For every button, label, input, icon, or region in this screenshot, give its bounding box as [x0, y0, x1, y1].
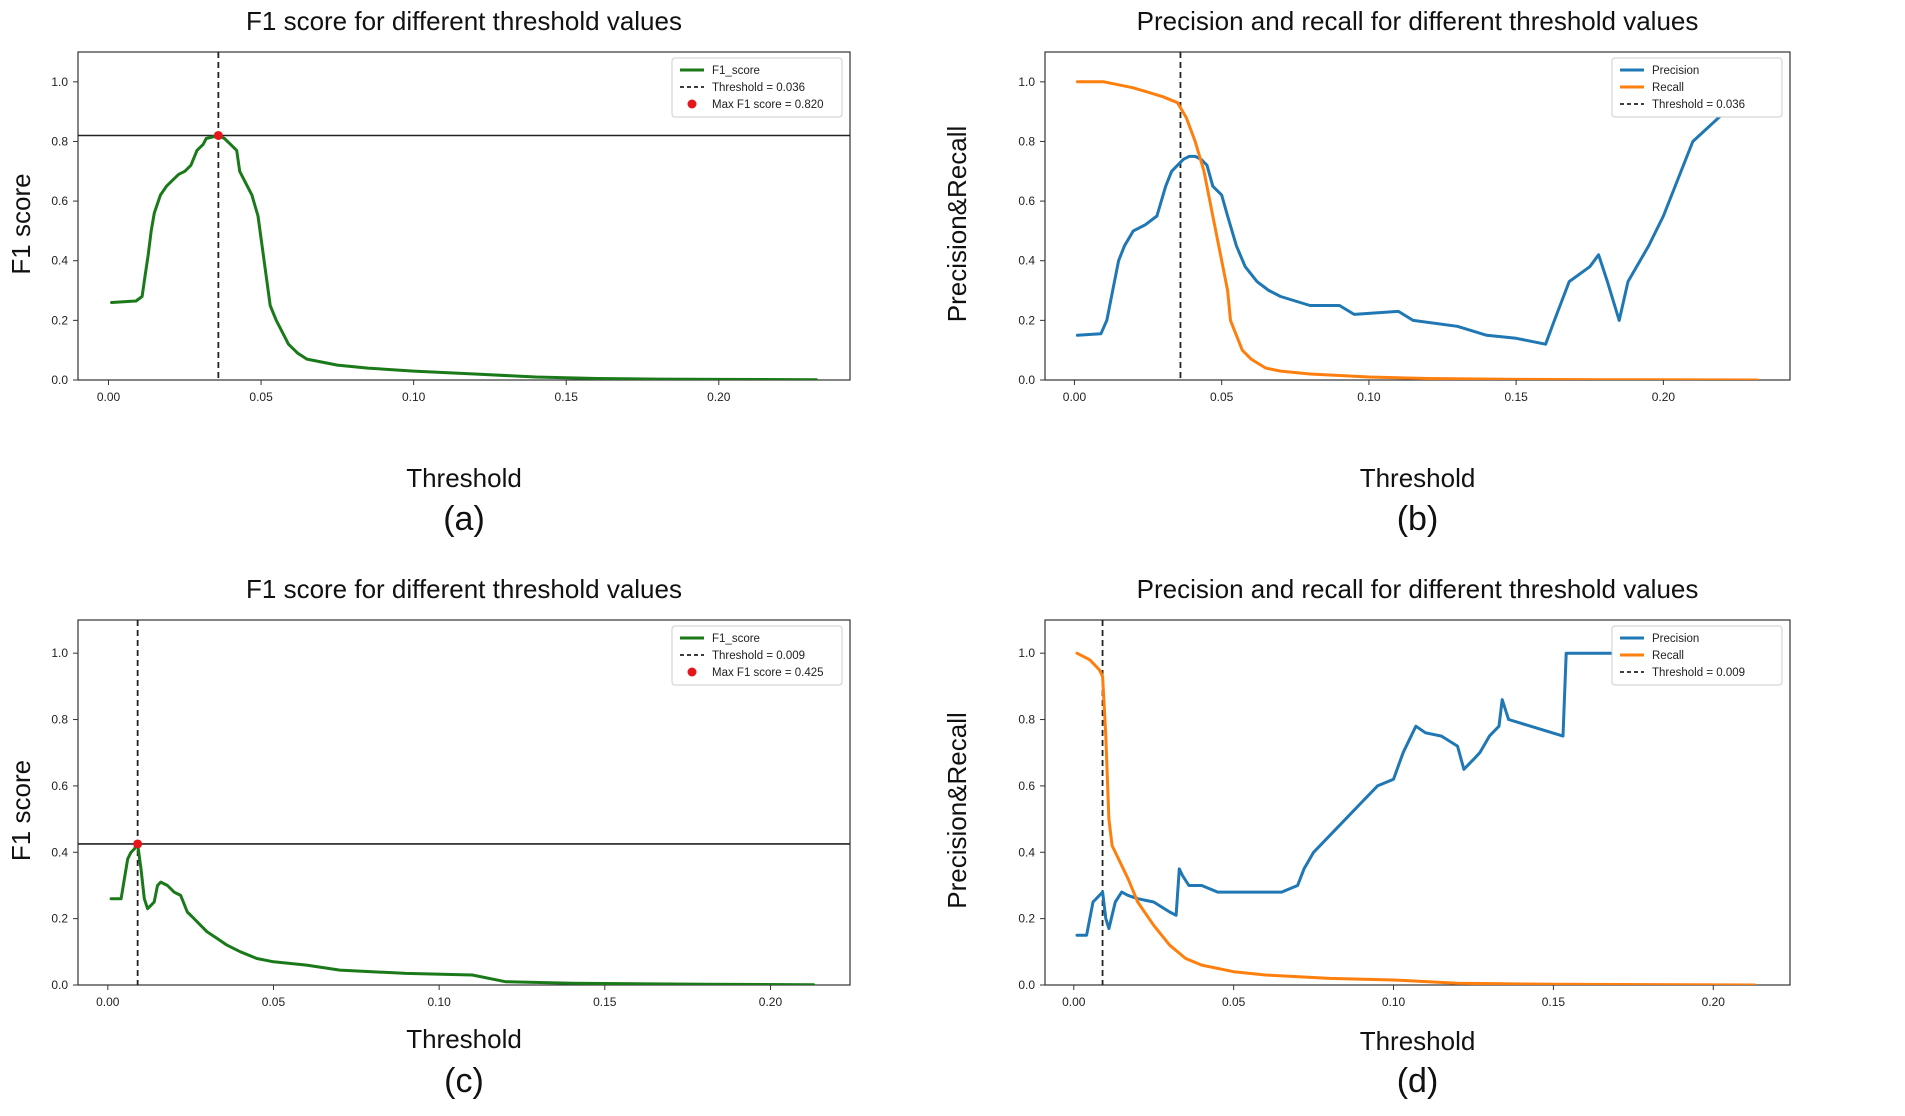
- y-tick-label: 0.0: [1018, 373, 1035, 387]
- y-tick-label: 0.4: [1018, 254, 1035, 268]
- chart-title: Precision and recall for different thres…: [1137, 574, 1699, 604]
- y-tick-label: 0.4: [51, 254, 68, 268]
- legend-entry: Precision: [1652, 633, 1699, 645]
- legend-marker-icon: [687, 667, 697, 677]
- series-line-recall: [1075, 80, 1760, 380]
- y-tick-label: 1.0: [51, 75, 68, 89]
- x-tick-label: 0.05: [1222, 995, 1246, 1009]
- y-tick-label: 0.0: [1018, 978, 1035, 992]
- y-tick-label: 0.2: [51, 313, 68, 327]
- series-line-recall: [1075, 651, 1757, 985]
- panel-c: F1 score for different threshold values 0…: [6, 574, 851, 1100]
- chart-title: F1 score for different threshold values: [246, 574, 682, 604]
- legend-box: [1611, 57, 1783, 118]
- y-tick-label: 0.0: [51, 373, 68, 387]
- y-tick-label: 0.4: [1018, 845, 1035, 859]
- panel-d: Precision and recall for different thres…: [942, 574, 1791, 1100]
- panel-a: F1 score for different threshold values 0…: [6, 6, 851, 538]
- x-tick-label: 0.05: [1210, 390, 1234, 404]
- y-tick-label: 0.8: [1018, 134, 1035, 148]
- x-axis-label: Threshold: [406, 1024, 522, 1054]
- y-axis-label: Precision&Recall: [942, 712, 972, 909]
- max-f1-marker: [133, 839, 143, 849]
- legend: F1_score Threshold = 0.009 Max F1 score = …: [671, 625, 843, 686]
- x-tick-label: 0.20: [1702, 995, 1726, 1009]
- y-tick-label: 0.2: [51, 912, 68, 926]
- x-tick-label: 0.00: [1062, 995, 1086, 1009]
- y-tick-label: 0.6: [1018, 779, 1035, 793]
- x-tick-label: 0.15: [1542, 995, 1566, 1009]
- y-axis-label: F1 score: [6, 173, 36, 274]
- y-tick-label: 0.2: [1018, 912, 1035, 926]
- x-tick-label: 0.15: [593, 995, 617, 1009]
- y-tick-label: 0.0: [51, 978, 68, 992]
- x-axis-label: Threshold: [406, 463, 522, 493]
- panel-label: (c): [444, 1062, 484, 1100]
- legend-entry: F1_score: [712, 65, 760, 77]
- legend-marker-icon: [687, 99, 697, 109]
- x-tick-label: 0.05: [262, 995, 286, 1009]
- legend-box: [1611, 625, 1783, 686]
- plot-area: [78, 52, 850, 380]
- y-tick-label: 0.8: [1018, 713, 1035, 727]
- x-tick-label: 0.00: [1063, 390, 1087, 404]
- x-tick-label: 0.15: [1504, 390, 1528, 404]
- x-tick-label: 0.10: [1382, 995, 1406, 1009]
- legend-entry: Precision: [1652, 65, 1699, 77]
- y-axis-label: F1 score: [6, 760, 36, 861]
- x-tick-label: 0.20: [1652, 390, 1676, 404]
- y-axis-label: Precision&Recall: [942, 126, 972, 323]
- x-tick-label: 0.10: [1357, 390, 1381, 404]
- y-tick-label: 1.0: [1018, 646, 1035, 660]
- y-tick-label: 0.8: [51, 713, 68, 727]
- legend: F1_score Threshold = 0.036 Max F1 score = …: [671, 57, 843, 118]
- y-tick-label: 0.6: [1018, 194, 1035, 208]
- x-tick-label: 0.10: [402, 390, 426, 404]
- y-tick-label: 0.8: [51, 134, 68, 148]
- panel-b: Precision and recall for different thres…: [942, 6, 1791, 538]
- legend-box: [671, 57, 843, 118]
- series-line-precision: [1075, 651, 1757, 937]
- legend-entry: F1_score: [712, 633, 760, 645]
- panel-label: (d): [1397, 1062, 1439, 1100]
- legend-box: [671, 625, 843, 686]
- x-axis-label: Threshold: [1360, 463, 1476, 493]
- plot-area: [1075, 52, 1760, 380]
- chart-title: Precision and recall for different thres…: [1137, 6, 1699, 36]
- legend-entry: Max F1 score = 0.425: [712, 667, 824, 679]
- chart-title: F1 score for different threshold values: [246, 6, 682, 36]
- legend: Precision Recall Threshold = 0.009: [1611, 625, 1783, 686]
- plot-area: [1075, 620, 1757, 985]
- x-tick-label: 0.20: [707, 390, 731, 404]
- x-axis-label: Threshold: [1360, 1026, 1476, 1056]
- legend-entry: Max F1 score = 0.820: [712, 99, 824, 111]
- legend: Precision Recall Threshold = 0.036: [1611, 57, 1783, 118]
- y-tick-label: 1.0: [1018, 75, 1035, 89]
- panel-label: (b): [1397, 500, 1439, 538]
- series-line-f1-score: [110, 134, 818, 380]
- x-tick-label: 0.05: [249, 390, 273, 404]
- x-tick-label: 0.00: [96, 995, 120, 1009]
- panel-label: (a): [443, 500, 485, 538]
- legend-entry: Threshold = 0.009: [1652, 667, 1745, 679]
- x-tick-label: 0.10: [427, 995, 451, 1009]
- y-tick-label: 0.6: [51, 779, 68, 793]
- y-tick-label: 1.0: [51, 646, 68, 660]
- x-tick-label: 0.20: [759, 995, 783, 1009]
- x-tick-label: 0.15: [555, 390, 579, 404]
- max-f1-marker: [213, 130, 223, 140]
- x-tick-label: 0.00: [97, 390, 121, 404]
- series-line-precision: [1075, 80, 1760, 346]
- legend-entry: Threshold = 0.009: [712, 650, 805, 662]
- y-tick-label: 0.2: [1018, 313, 1035, 327]
- plot-area: [78, 620, 850, 985]
- legend-entry: Recall: [1652, 82, 1684, 94]
- y-tick-label: 0.4: [51, 845, 68, 859]
- y-tick-label: 0.6: [51, 194, 68, 208]
- legend-entry: Recall: [1652, 650, 1684, 662]
- legend-entry: Threshold = 0.036: [1652, 99, 1745, 111]
- legend-entry: Threshold = 0.036: [712, 82, 805, 94]
